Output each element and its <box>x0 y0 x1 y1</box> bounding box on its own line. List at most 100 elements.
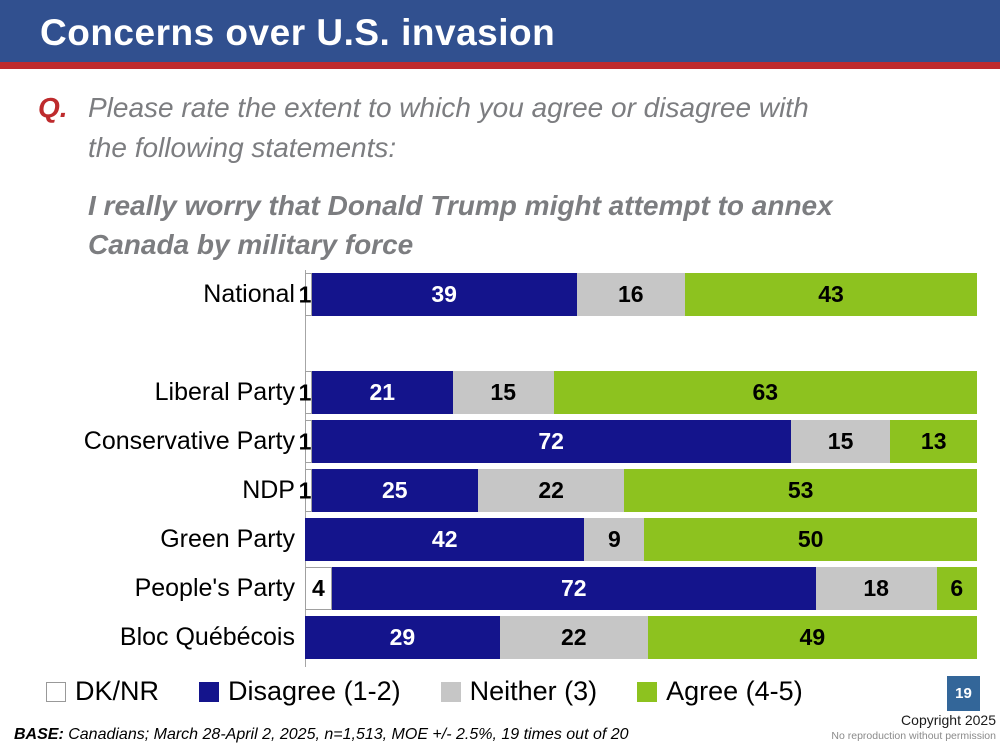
copyright-block: Copyright 2025 No reproduction without p… <box>831 712 996 743</box>
bar-segment-neither-3: 15 <box>790 420 891 463</box>
bar-value-label: 72 <box>560 575 587 601</box>
bar-value-label: 22 <box>538 477 564 503</box>
bar-value-label: 72 <box>538 428 564 454</box>
bar-value-label: 16 <box>618 281 644 307</box>
bar-segment-agree-4-5: 53 <box>624 469 977 512</box>
bar-segment-dk-nr: 1 <box>299 469 312 512</box>
category-label: Bloc Québécois <box>119 623 295 651</box>
question-block: Q. Please rate the extent to which you a… <box>38 88 918 265</box>
bar-segment-agree-4-5: 49 <box>647 616 977 659</box>
category-label: Conservative Party <box>83 427 295 455</box>
legend-label: DK/NR <box>75 676 160 706</box>
bar-segment-agree-4-5: 13 <box>890 420 977 463</box>
base-label: BASE: <box>14 726 64 743</box>
legend-swatch-icon <box>46 681 66 702</box>
legend-label: Neither (3) <box>469 676 598 706</box>
chart-row-national: National 1 39 16 43 <box>0 273 978 316</box>
slide-header: Concerns over U.S. invasion <box>0 0 1000 69</box>
bar-segment-neither-3: 16 <box>576 273 686 316</box>
bar-value-label: 15 <box>490 379 517 405</box>
legend-item-neither-3: Neither (3) <box>440 676 598 707</box>
bar-value-label: 49 <box>799 624 826 650</box>
question-body: Please rate the extent to which you agre… <box>88 88 918 265</box>
bar-segment-neither-3: 18 <box>815 567 937 610</box>
chart-row-ndp: NDP 1 25 22 53 <box>0 469 978 512</box>
bar-value-label: 15 <box>827 428 854 454</box>
bar-value-label: 25 <box>382 477 408 503</box>
bar-segment-dk-nr: 4 <box>305 567 332 610</box>
bar-value-label: 63 <box>752 379 779 405</box>
legend-swatch-icon <box>637 681 658 702</box>
bar-value-label: 9 <box>607 526 621 552</box>
bar-track: 1 39 16 43 <box>299 273 977 316</box>
legend-item-dk-nr: DK/NR <box>46 676 159 707</box>
legend-item-disagree-1-2: Disagree (1-2) <box>199 676 401 707</box>
chart-axis-line <box>305 270 306 667</box>
bar-value-label: 6 <box>950 575 964 601</box>
bar-track: 29 22 49 <box>305 616 977 659</box>
category-label: People's Party <box>134 574 295 602</box>
page-number-badge: 19 <box>947 676 980 711</box>
question-statement: I really worry that Donald Trump might a… <box>88 189 833 261</box>
bar-segment-dk-nr: 1 <box>299 371 312 414</box>
page-title: Concerns over U.S. invasion <box>40 12 556 53</box>
bar-value-label: 39 <box>431 281 457 307</box>
bar-value-label: 1 <box>298 477 312 503</box>
question-prefix: Q. <box>38 92 68 123</box>
category-label: Liberal Party <box>154 378 295 406</box>
legend-item-agree-4-5: Agree (4-5) <box>637 676 803 707</box>
bar-segment-dk-nr: 1 <box>299 273 312 316</box>
chart-row-liberal-party: Liberal Party 1 21 15 63 <box>0 371 978 414</box>
bar-segment-disagree-1-2: 72 <box>331 567 816 610</box>
category-label: National <box>203 280 295 308</box>
chart-row-green-party: Green Party 42 9 50 <box>0 518 978 561</box>
bar-value-label: 21 <box>369 379 396 405</box>
copyright-text: Copyright 2025 <box>901 712 996 728</box>
category-label: NDP <box>242 476 295 504</box>
bar-value-label: 53 <box>787 477 814 503</box>
bar-track: 1 72 15 13 <box>299 420 977 463</box>
bar-value-label: 42 <box>431 526 458 552</box>
legend-label: Disagree (1-2) <box>228 676 401 706</box>
bar-track: 42 9 50 <box>305 518 977 561</box>
bar-segment-neither-3: 15 <box>452 371 554 414</box>
chart-row-conservative-party: Conservative Party 1 72 15 13 <box>0 420 978 463</box>
no-reproduction-text: No reproduction without permission <box>831 729 996 742</box>
bar-segment-disagree-1-2: 21 <box>311 371 453 414</box>
bar-track: 1 21 15 63 <box>299 371 977 414</box>
bar-segment-disagree-1-2: 29 <box>305 616 500 659</box>
chart-row-people-s-party: People's Party 4 72 18 6 <box>0 567 978 610</box>
bar-segment-agree-4-5: 50 <box>644 518 977 561</box>
base-note: BASE: Canadians; March 28-April 2, 2025,… <box>14 726 629 744</box>
legend-label: Agree (4-5) <box>666 676 803 706</box>
bar-value-label: 13 <box>920 428 947 454</box>
bar-value-label: 1 <box>298 281 312 307</box>
bar-segment-disagree-1-2: 39 <box>311 273 577 316</box>
bar-track: 1 25 22 53 <box>299 469 977 512</box>
bar-value-label: 1 <box>298 428 312 454</box>
bar-value-label: 50 <box>797 526 824 552</box>
bar-segment-agree-4-5: 6 <box>936 567 977 610</box>
bar-track: 4 72 18 6 <box>305 567 977 610</box>
bar-segment-disagree-1-2: 72 <box>311 420 791 463</box>
bar-segment-agree-4-5: 63 <box>553 371 977 414</box>
bar-segment-neither-3: 22 <box>477 469 625 512</box>
bar-segment-agree-4-5: 43 <box>685 273 977 316</box>
base-text: Canadians; March 28-April 2, 2025, n=1,5… <box>63 726 629 743</box>
bar-value-label: 4 <box>312 575 325 601</box>
chart-row-bloc-qu-b-cois: Bloc Québécois 29 22 49 <box>0 616 978 659</box>
legend-swatch-icon <box>440 681 461 702</box>
bar-segment-neither-3: 9 <box>584 518 645 561</box>
bar-segment-disagree-1-2: 25 <box>311 469 478 512</box>
category-label: Green Party <box>160 525 295 553</box>
bar-segment-neither-3: 22 <box>499 616 648 659</box>
bar-value-label: 29 <box>389 624 416 650</box>
bar-value-label: 18 <box>863 575 889 601</box>
bar-chart: National 1 39 16 43 Liberal Party 1 21 15 63 Conse… <box>0 270 978 667</box>
bar-segment-dk-nr: 1 <box>299 420 312 463</box>
question-text: Please rate the extent to which you agre… <box>88 92 809 163</box>
bar-value-label: 43 <box>818 281 844 307</box>
bar-value-label: 1 <box>298 379 312 405</box>
bar-value-label: 22 <box>560 624 587 650</box>
bar-segment-disagree-1-2: 42 <box>305 518 585 561</box>
